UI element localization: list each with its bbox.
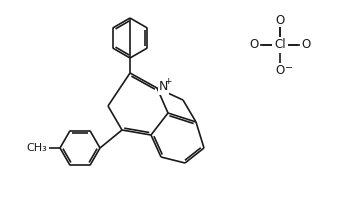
- Text: O: O: [275, 14, 285, 26]
- Text: +: +: [164, 78, 172, 86]
- Text: Cl: Cl: [274, 39, 286, 52]
- Text: N: N: [159, 81, 169, 94]
- Text: −: −: [285, 63, 293, 73]
- Text: O: O: [249, 39, 258, 52]
- Text: CH₃: CH₃: [26, 143, 47, 153]
- Text: O: O: [301, 39, 311, 52]
- Text: O: O: [275, 63, 285, 77]
